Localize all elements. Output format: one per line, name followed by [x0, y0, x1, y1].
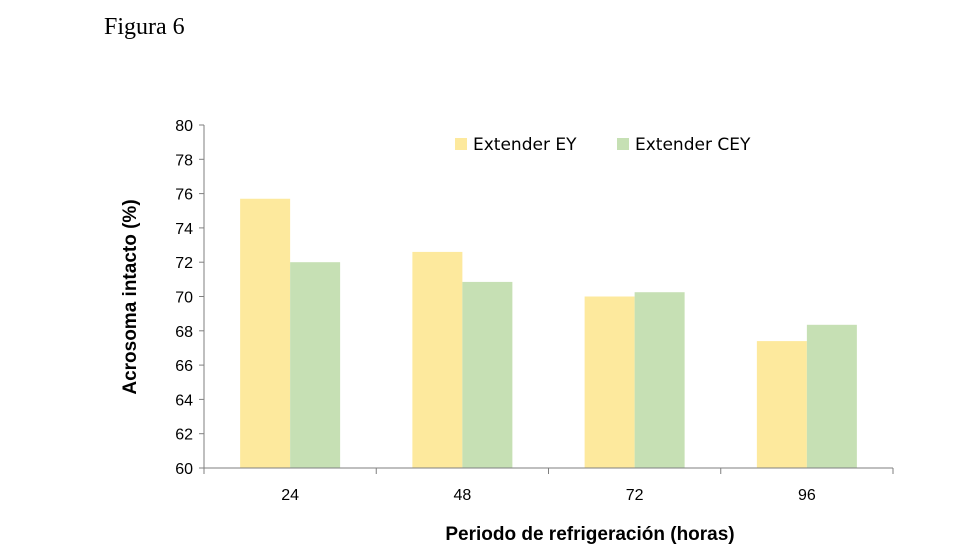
y-tick-label: 62	[175, 427, 193, 444]
bar-extender-cey-72	[634, 292, 685, 468]
x-axis-title: Periodo de refrigeración (horas)	[445, 524, 734, 545]
y-tick-label: 70	[175, 290, 193, 307]
legend-label: Extender CEY	[635, 135, 751, 155]
y-tick-label: 80	[175, 118, 193, 135]
y-tick-label: 78	[175, 152, 193, 169]
bar-extender-ey-72	[584, 296, 635, 468]
x-tick-label: 24	[281, 487, 299, 504]
bar-extender-ey-24	[240, 198, 291, 468]
y-axis-title: Acrosoma intacto (%)	[120, 199, 141, 394]
axes-group: 60 62 64 66 68 70 72 74 76 78 80 24 48 72 96	[175, 118, 894, 504]
bar-extender-ey-96	[756, 341, 807, 468]
bar-extender-ey-48	[412, 251, 463, 468]
y-tick-label: 68	[175, 324, 193, 341]
legend-swatch	[455, 138, 467, 150]
y-tick-label: 74	[175, 221, 193, 238]
bar-extender-cey-48	[462, 281, 513, 468]
y-tick-label: 64	[175, 392, 193, 409]
x-tick-label: 96	[798, 487, 816, 504]
y-tick-label: 60	[175, 461, 193, 478]
legend: Extender EY Extender CEY	[455, 135, 751, 155]
x-tick-label: 72	[626, 487, 644, 504]
figure-title: Figura 6	[104, 14, 185, 40]
y-tick-label: 72	[175, 255, 193, 272]
legend-label: Extender EY	[473, 135, 577, 155]
y-tick-label: 66	[175, 358, 193, 375]
y-tick-label: 76	[175, 187, 193, 204]
legend-swatch	[617, 138, 629, 150]
x-tick-label: 48	[453, 487, 471, 504]
bars-group	[240, 198, 857, 468]
bar-extender-cey-96	[806, 324, 857, 468]
bar-extender-cey-24	[290, 262, 341, 468]
